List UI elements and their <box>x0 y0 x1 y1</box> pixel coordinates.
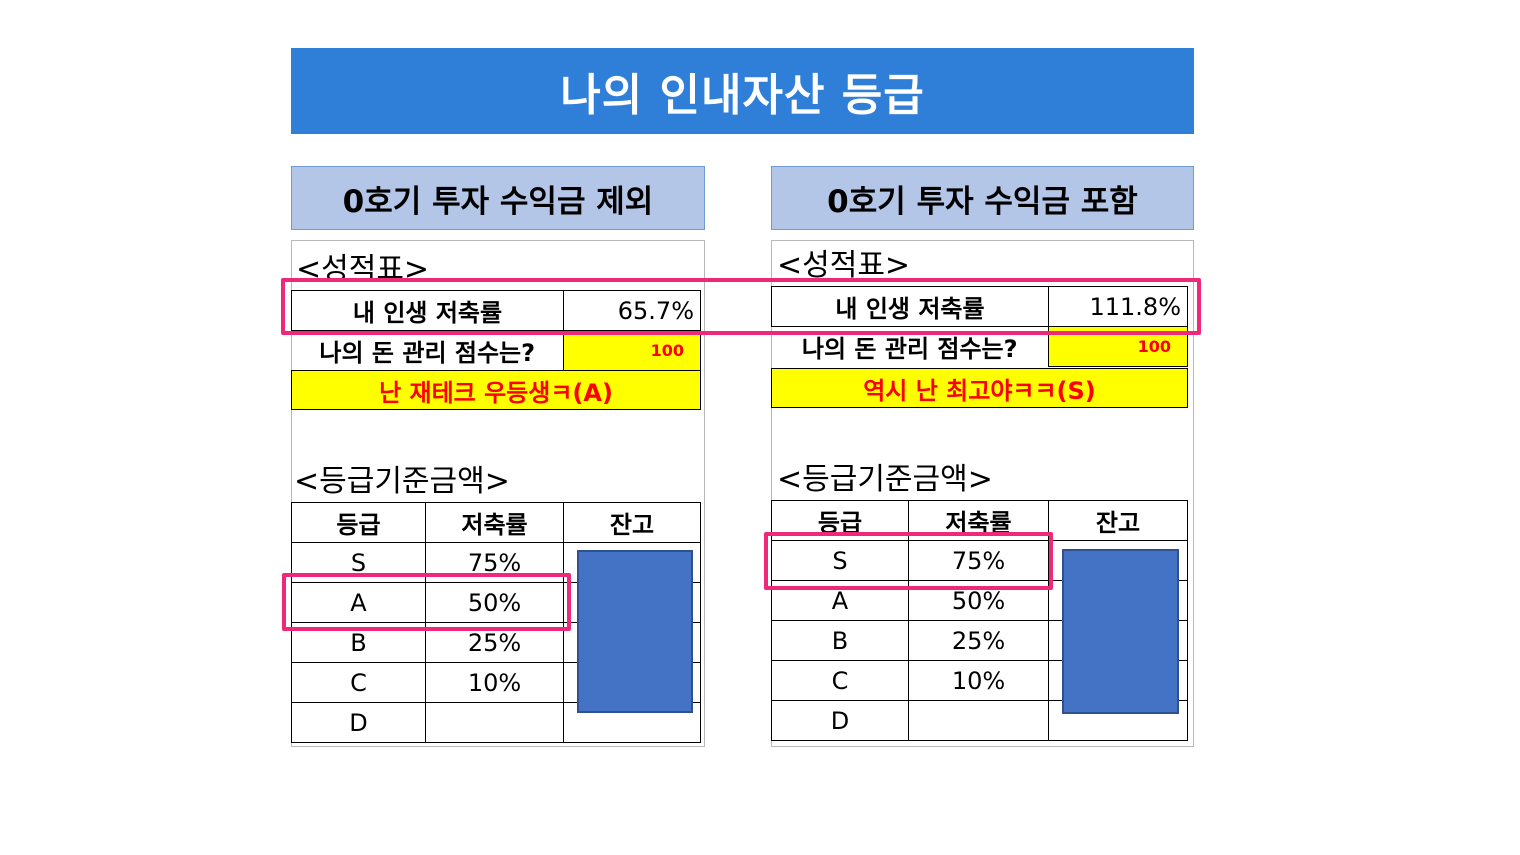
grade-cell: A <box>291 582 426 623</box>
grade-cell: D <box>771 700 909 741</box>
right-col-balance: 잔고 <box>1048 500 1188 541</box>
grade-cell: B <box>771 620 909 661</box>
right-column-header: 0호기 투자 수익금 포함 <box>771 166 1194 230</box>
savings-row-highlight <box>281 278 1201 335</box>
left-stat-table: 내 인생 저축률 65.7% 나의 돈 관리 점수는? 100 <box>291 290 701 371</box>
grade-cell: C <box>771 660 909 701</box>
right-savings-value: 111.8% <box>1048 286 1188 327</box>
left-score-value: 100 <box>563 330 701 371</box>
right-savings-label: 내 인생 저축률 <box>771 286 1049 327</box>
left-score-row: 나의 돈 관리 점수는? 100 <box>291 330 701 371</box>
left-balance-box <box>577 550 693 713</box>
right-report-label: <성적표> <box>777 248 911 283</box>
left-grade-message: 난 재테크 우등생ㅋ(A) <box>291 370 701 410</box>
left-criteria-label: <등급기준금액> <box>294 464 510 499</box>
title-banner: 나의 인내자산 등급 <box>291 48 1194 134</box>
left-grade-a-highlight <box>282 573 571 631</box>
left-grade-header-row: 등급 저축률 잔고 <box>291 502 701 543</box>
left-savings-row: 내 인생 저축률 65.7% <box>291 290 701 331</box>
left-savings-label: 내 인생 저축률 <box>291 290 564 331</box>
page-title: 나의 인내자산 등급 <box>560 70 925 121</box>
rate-cell: 10% <box>425 662 564 703</box>
left-col-balance: 잔고 <box>563 502 701 543</box>
grade-cell: C <box>291 662 426 703</box>
rate-cell: 10% <box>908 660 1049 701</box>
left-column-header: 0호기 투자 수익금 제외 <box>291 166 705 230</box>
right-grade-s-highlight <box>764 532 1053 590</box>
rate-cell <box>425 702 564 743</box>
right-savings-row: 내 인생 저축률 111.8% <box>771 286 1188 327</box>
left-score-label: 나의 돈 관리 점수는? <box>291 330 564 371</box>
rate-cell: 25% <box>908 620 1049 661</box>
rate-cell <box>908 700 1049 741</box>
rate-cell: 75% <box>908 540 1049 581</box>
left-col-rate: 저축률 <box>425 502 564 543</box>
left-col-grade: 등급 <box>291 502 426 543</box>
right-grade-message: 역시 난 최고야ㅋㅋ(S) <box>771 368 1188 408</box>
right-criteria-label: <등급기준금액> <box>777 462 993 497</box>
right-balance-box <box>1062 549 1179 714</box>
grade-cell: D <box>291 702 426 743</box>
left-savings-value: 65.7% <box>563 290 701 331</box>
